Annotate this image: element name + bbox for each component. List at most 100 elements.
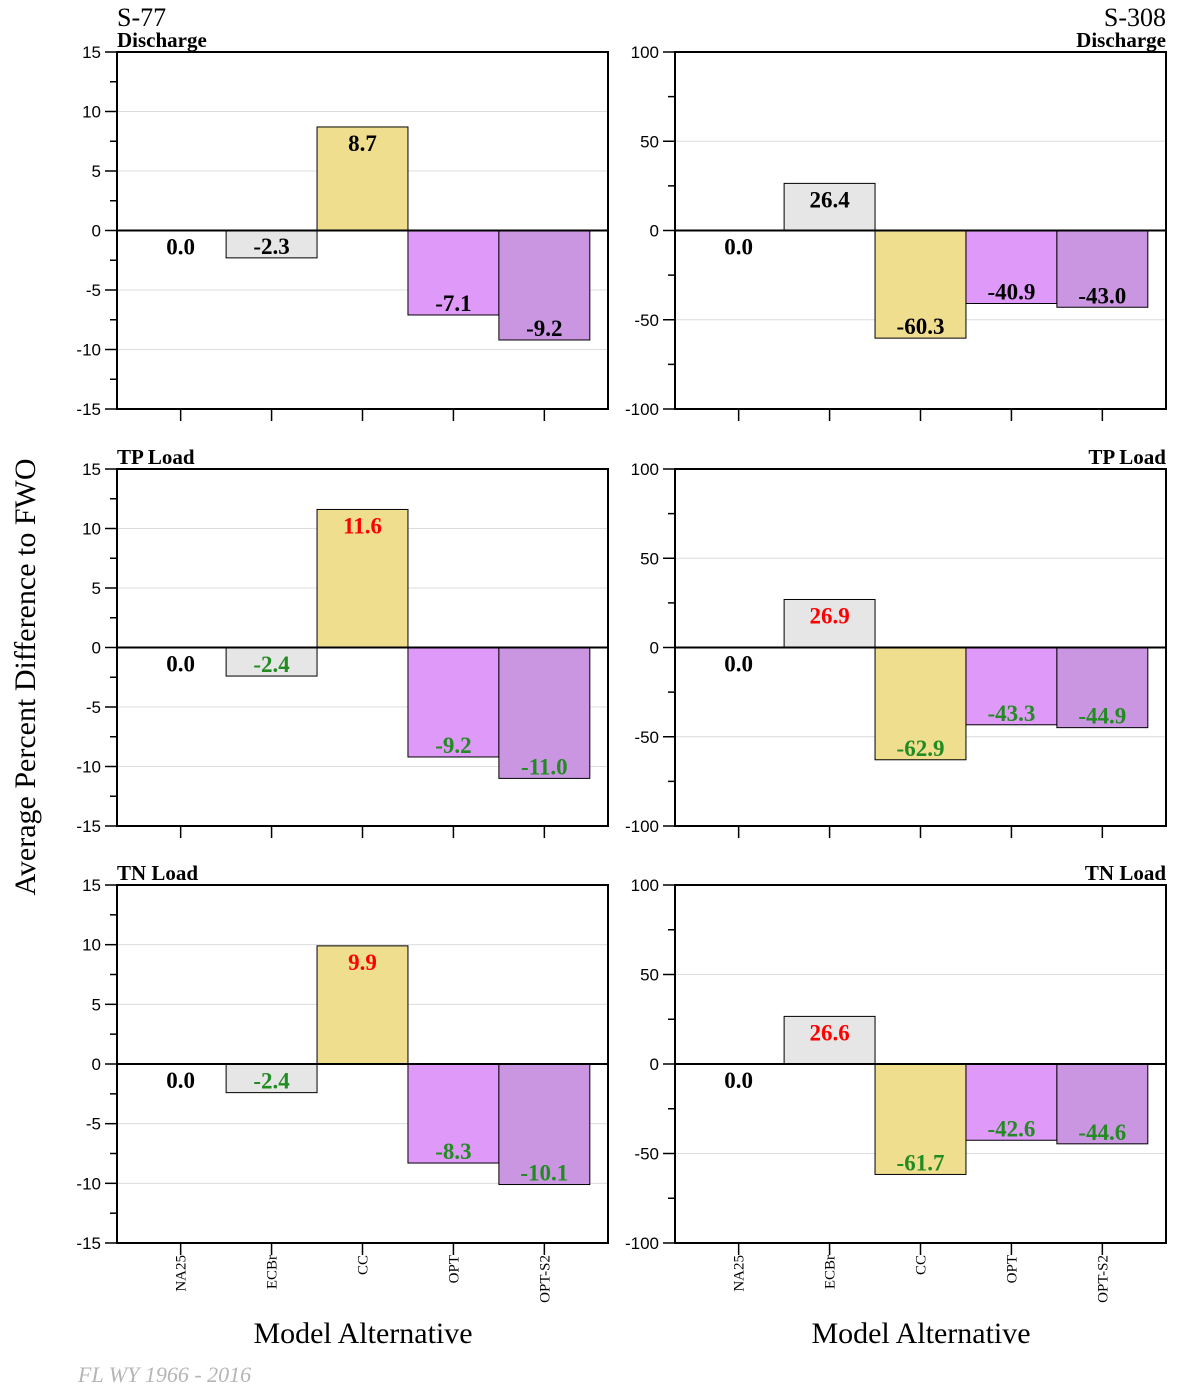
value-label-cc: -61.7: [897, 1150, 945, 1175]
value-label-opt: -43.3: [987, 701, 1035, 726]
y-tick-label: 50: [640, 549, 659, 568]
bar-opt-s2: [1056, 230, 1149, 308]
y-tick-label: 5: [92, 579, 101, 598]
value-label-ecbr: 26.4: [809, 187, 850, 212]
metric-label: TP Load: [117, 445, 195, 469]
y-tick-label: 100: [631, 876, 659, 895]
value-label-opt: -40.9: [987, 280, 1035, 305]
y-tick-label: 0: [92, 1055, 101, 1074]
panel-4: 100 50 0 -50 -100 0.0 26.9 -62.9 -43.3 -44.9 TP Lo…: [625, 445, 1167, 838]
value-label-ecbr: -2.4: [253, 1069, 290, 1094]
y-tick-label: -15: [76, 400, 101, 419]
y-tick-label: 10: [82, 103, 101, 122]
x-tick-label-ecbr: ECBr: [823, 1255, 839, 1289]
bar-ecbr: [225, 1063, 318, 1094]
x-tick-label-opt-s2: OPT-S2: [537, 1255, 553, 1303]
y-tick-label: 15: [82, 876, 101, 895]
y-tick-label: -100: [625, 400, 659, 419]
value-label-cc: 11.6: [343, 513, 382, 538]
bar-cc: [316, 945, 409, 1065]
bar-ecbr: [225, 647, 318, 677]
y-tick-label: -15: [76, 1234, 101, 1253]
panel-5: 15 10 5 0 -5 -10 -15 NA25 ECBr CC OPT OPT-S2 0.0 -2.4…: [76, 861, 609, 1303]
station-title: S-77: [117, 3, 166, 32]
value-label-opt: -8.3: [435, 1139, 471, 1164]
panel-6: 100 50 0 -50 -100 NA25 ECBr CC OPT OPT-S2 0.0 26.6 -…: [625, 861, 1167, 1303]
footnote: FL WY 1966 - 2016: [77, 1362, 251, 1387]
value-label-na25: 0.0: [724, 652, 753, 677]
x-tick-label-opt-s2: OPT-S2: [1095, 1255, 1111, 1303]
x-axis-title-left: Model Alternative: [253, 1317, 472, 1350]
y-tick-label: 50: [640, 132, 659, 151]
value-label-ecbr: -2.3: [253, 234, 289, 259]
y-tick-label: 50: [640, 966, 659, 985]
panel-1: 15 10 5 0 -5 -10 -15 0.0 -2.3 8.7 -7.1 -9.2 Discharg…: [76, 3, 609, 421]
y-tick-label: -10: [76, 341, 101, 360]
y-tick-label: 10: [82, 936, 101, 955]
metric-label: TP Load: [1088, 445, 1166, 469]
y-tick-label: -50: [634, 311, 659, 330]
value-label-cc: 8.7: [348, 131, 377, 156]
station-title: S-308: [1104, 3, 1166, 32]
value-label-opt: -7.1: [435, 291, 471, 316]
value-label-ecbr: 26.9: [809, 603, 849, 628]
bar-cc: [316, 508, 409, 648]
value-label-cc: -60.3: [897, 314, 945, 339]
value-label-opt-s2: -44.9: [1078, 704, 1126, 729]
panel-3: 15 10 5 0 -5 -10 -15 0.0 -2.4 11.6 -9.2 -11.0 TP Loa…: [76, 445, 609, 838]
y-tick-label: 5: [92, 162, 101, 181]
metric-label: Discharge: [1076, 28, 1166, 52]
y-tick-label: -10: [76, 758, 101, 777]
value-label-opt-s2: -9.2: [526, 316, 562, 341]
x-tick-label-cc: CC: [356, 1255, 372, 1275]
x-axis-title-right: Model Alternative: [811, 1317, 1030, 1350]
value-label-cc: -62.9: [897, 736, 945, 761]
y-tick-label: -5: [86, 698, 101, 717]
x-tick-label-ecbr: ECBr: [265, 1255, 281, 1289]
y-tick-label: 0: [92, 222, 101, 241]
y-tick-label: 15: [82, 460, 101, 479]
value-label-opt-s2: -10.1: [520, 1161, 568, 1186]
x-tick-label-na25: NA25: [732, 1255, 748, 1292]
value-label-ecbr: 26.6: [809, 1020, 849, 1045]
y-tick-label: -5: [86, 1115, 101, 1134]
value-label-opt: -42.6: [987, 1116, 1035, 1141]
y-tick-label: 0: [92, 639, 101, 658]
metric-label: Discharge: [117, 28, 207, 52]
y-tick-label: -15: [76, 817, 101, 836]
x-tick-label-cc: CC: [914, 1255, 930, 1275]
bar-ecbr: [783, 1015, 876, 1065]
value-label-na25: 0.0: [166, 235, 195, 260]
y-tick-label: -100: [625, 817, 659, 836]
value-label-na25: 0.0: [724, 1068, 753, 1093]
panel-2: 100 50 0 -50 -100 0.0 26.4 -60.3 -40.9 -43.0 Disch…: [625, 3, 1167, 421]
bar-ecbr: [783, 182, 876, 232]
value-label-opt: -9.2: [435, 733, 471, 758]
y-tick-label: -50: [634, 728, 659, 747]
value-label-opt-s2: -43.0: [1078, 283, 1126, 308]
value-label-cc: 9.9: [348, 950, 377, 975]
y-tick-label: -10: [76, 1174, 101, 1193]
y-tick-label: 15: [82, 43, 101, 62]
x-tick-label-opt: OPT: [1004, 1255, 1020, 1283]
value-label-opt-s2: -44.6: [1078, 1120, 1126, 1145]
value-label-ecbr: -2.4: [253, 652, 290, 677]
bar-opt: [407, 647, 500, 758]
value-label-na25: 0.0: [166, 1068, 195, 1093]
y-tick-label: 0: [650, 222, 659, 241]
bar-cc: [874, 647, 967, 761]
y-tick-label: -5: [86, 281, 101, 300]
x-tick-label-na25: NA25: [174, 1255, 190, 1292]
bar-opt: [965, 1063, 1058, 1141]
x-tick-label-opt: OPT: [446, 1255, 462, 1283]
y-tick-label: 5: [92, 995, 101, 1014]
y-tick-label: 0: [650, 639, 659, 658]
bar-opt-s2: [498, 647, 591, 779]
y-axis-title: Average Percent Difference to FWO: [9, 458, 42, 895]
y-tick-label: 10: [82, 520, 101, 539]
y-tick-label: -100: [625, 1234, 659, 1253]
bar-ecbr: [225, 230, 318, 259]
y-tick-label: 0: [650, 1055, 659, 1074]
